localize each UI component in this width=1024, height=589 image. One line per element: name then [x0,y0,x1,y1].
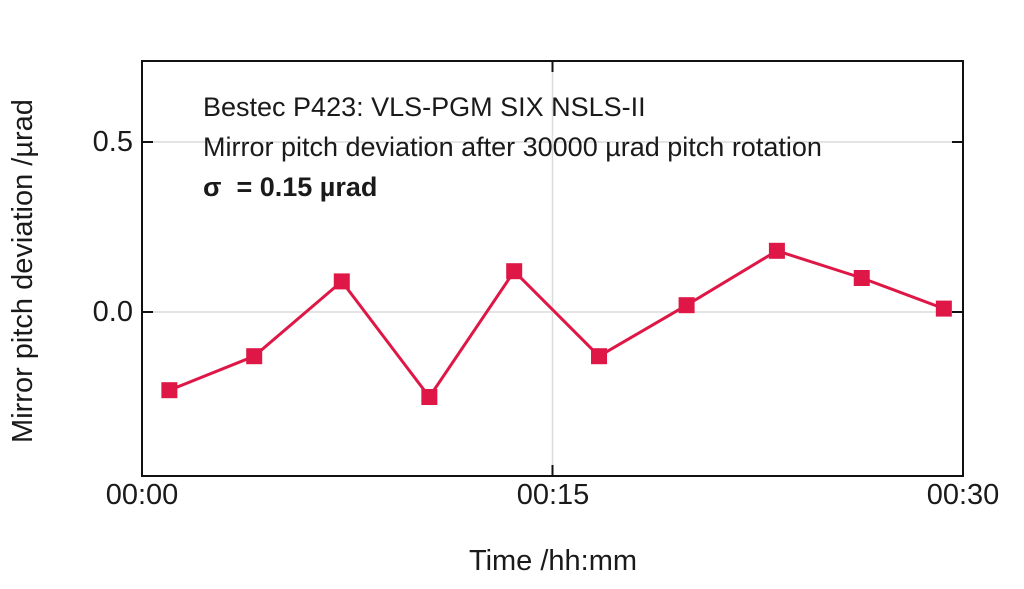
annotation-line-instrument: Bestec P423: VLS-PGM SIX NSLS-II [203,92,646,122]
annotation-line-description: Mirror pitch deviation after 30000 µrad … [203,132,822,162]
y-axis-title: Mirror pitch deviation /µrad [7,99,39,443]
data-point-marker [506,263,523,280]
x-tick-label-00:30: 00:30 [926,479,1000,511]
y-tick-label-0.0: 0.0 [92,296,133,328]
data-point-marker [161,382,178,399]
y-tick-label-0.5: 0.5 [92,126,133,158]
data-point-marker [333,273,350,290]
series-line [168,249,945,400]
data-point-marker [591,348,608,365]
data-point-marker [853,270,870,286]
x-axis-title: Time /hh:mm [468,545,638,577]
data-point-marker [246,348,263,365]
x-tick-label-00:00: 00:00 [105,479,179,511]
data-point-marker [768,242,785,259]
data-point-marker [935,300,952,317]
annotation-line-sigma: σ = 0.15 µrad [203,172,378,202]
data-point-marker [421,389,438,405]
data-point-marker [678,297,695,314]
plot-frame [141,60,964,477]
x-tick-label-00:15: 00:15 [516,479,590,511]
plot-annotation: Bestec P423: VLS-PGM SIX NSLS-II Mirror … [203,87,822,207]
